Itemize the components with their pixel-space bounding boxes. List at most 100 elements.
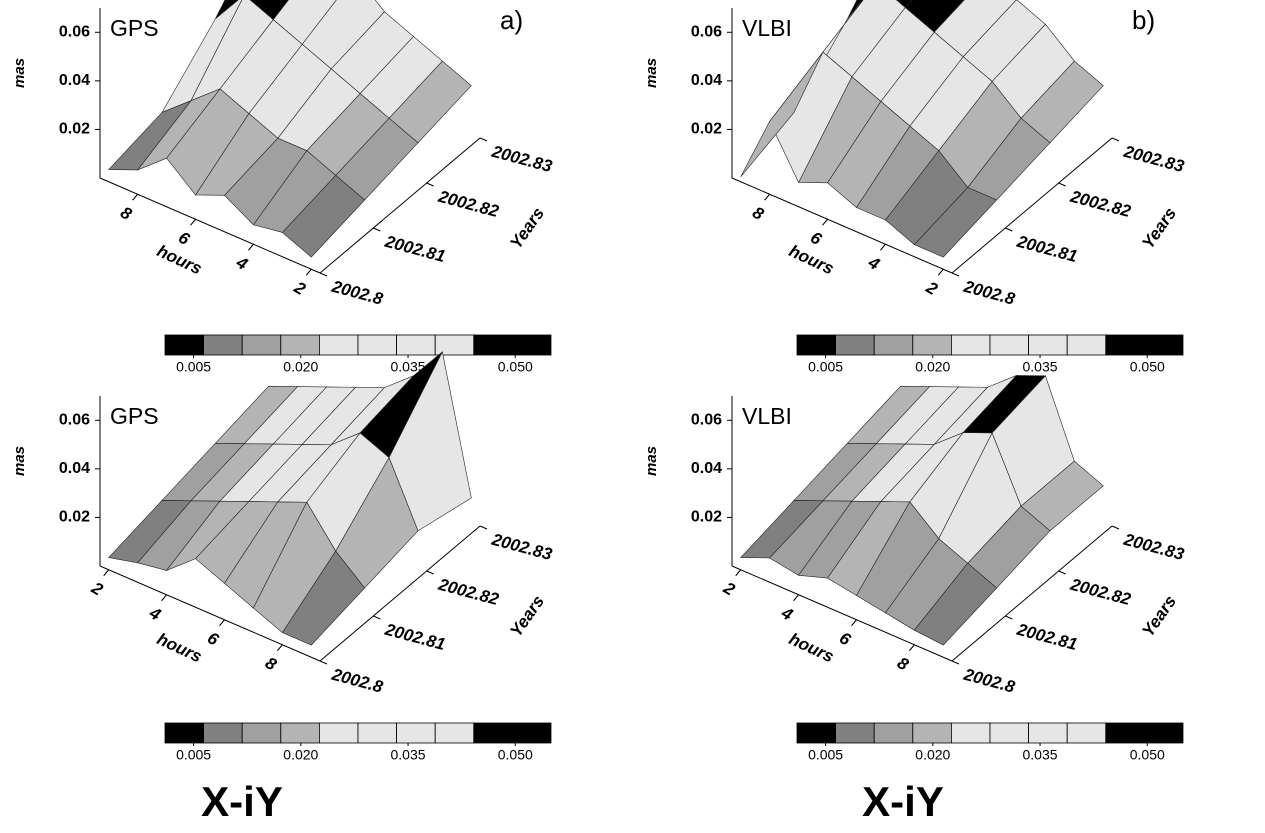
- colorbar-tick-label: 0.005: [808, 747, 843, 763]
- colorbar-segment: [836, 335, 875, 355]
- colorbar-segment: [1029, 723, 1068, 743]
- z-tick-label: 0.04: [59, 72, 90, 89]
- y-tick-label: 2002.83: [1121, 142, 1187, 177]
- y-tick-label: 2002.82: [436, 575, 502, 610]
- colorbar-segment: [204, 723, 243, 743]
- x-tick: [133, 194, 138, 200]
- y-tick: [952, 273, 959, 276]
- y-tick: [427, 571, 434, 574]
- x-tick: [938, 269, 943, 275]
- colorbar-tick-label: 0.035: [1023, 359, 1058, 375]
- y-tick: [1059, 183, 1066, 186]
- x-tick: [306, 269, 311, 275]
- y-axis-label: Years: [506, 592, 548, 640]
- y-tick: [427, 183, 434, 186]
- colorbar-segment: [990, 723, 1029, 743]
- y-tick-label: 2002.81: [382, 620, 447, 655]
- panel-label: b): [1132, 5, 1155, 35]
- x-tick-label: 8: [262, 653, 280, 674]
- y-tick-label: 2002.82: [436, 187, 502, 222]
- colorbar-segment: [165, 335, 204, 355]
- y-tick-label: 2002.83: [1121, 530, 1187, 565]
- colorbar-segment: [358, 723, 397, 743]
- colorbar-segment: [281, 723, 320, 743]
- y-tick: [480, 138, 487, 141]
- colorbar-segment: [951, 723, 990, 743]
- y-tick: [1005, 228, 1012, 231]
- x-tick-label: 2: [719, 578, 738, 600]
- z-axis-label: mas: [643, 446, 660, 476]
- colorbar-segment: [435, 723, 474, 743]
- z-tick-label: 0.06: [59, 24, 90, 41]
- x-tick-label: 8: [749, 203, 767, 224]
- panel-title: VLBI: [742, 15, 792, 41]
- colorbar-segment: [951, 335, 990, 355]
- y-tick-label: 2002.8: [329, 665, 386, 697]
- x-tick: [909, 645, 914, 651]
- panel: 0.020.040.06mas2468hours2002.82002.81200…: [11, 352, 555, 763]
- z-tick-label: 0.06: [59, 412, 90, 429]
- y-tick-label: 2002.81: [1014, 620, 1079, 655]
- y-tick: [952, 661, 959, 664]
- z-tick-label: 0.02: [691, 509, 722, 526]
- x-tick: [880, 244, 885, 250]
- z-tick-label: 0.04: [691, 460, 722, 477]
- panel: 0.020.040.06mas2468hours2002.82002.81200…: [11, 0, 555, 375]
- colorbar-segment: [397, 723, 436, 743]
- x-tick-label: 4: [777, 603, 796, 625]
- x-tick: [162, 595, 167, 601]
- y-tick-label: 2002.8: [961, 277, 1018, 309]
- x-tick-label: 6: [807, 228, 825, 249]
- y-tick: [320, 273, 327, 276]
- x-tick: [277, 645, 282, 651]
- x-tick: [851, 620, 856, 626]
- colorbar-segment: [836, 723, 875, 743]
- x-tick: [219, 620, 224, 626]
- x-tick: [248, 244, 253, 250]
- colorbar-tick-label: 0.050: [498, 747, 533, 763]
- colorbar-tick-label: 0.050: [1130, 359, 1165, 375]
- colorbar-tick-label: 0.050: [1130, 747, 1165, 763]
- x-axis-label: hours: [154, 629, 205, 666]
- footer-label: X-iY: [862, 778, 944, 825]
- z-axis-label: mas: [643, 58, 660, 88]
- y-tick-label: 2002.8: [329, 277, 386, 309]
- x-tick-label: 2: [87, 578, 106, 600]
- colorbar-tick-label: 0.020: [283, 359, 318, 375]
- z-tick-label: 0.04: [59, 460, 90, 477]
- x-tick: [736, 570, 741, 576]
- y-tick-label: 2002.8: [961, 665, 1018, 697]
- x-tick-label: 8: [894, 653, 912, 674]
- x-tick-label: 6: [836, 628, 854, 649]
- z-axis-label: mas: [11, 58, 28, 88]
- colorbar-segment: [913, 335, 952, 355]
- colorbar-tick-label: 0.005: [176, 747, 211, 763]
- panel-title: GPS: [110, 15, 159, 41]
- panel-title: VLBI: [742, 403, 792, 429]
- y-tick-label: 2002.82: [1068, 575, 1134, 610]
- y-tick: [373, 228, 380, 231]
- y-tick: [373, 616, 380, 619]
- x-tick: [191, 219, 196, 225]
- y-tick: [1059, 571, 1066, 574]
- colorbar-tick-label: 0.005: [176, 359, 211, 375]
- colorbar-segment: [435, 335, 474, 355]
- colorbar-tick-label: 0.020: [915, 747, 950, 763]
- colorbar-segment: [474, 723, 551, 743]
- colorbar-segment: [1067, 723, 1106, 743]
- colorbar-segment: [281, 335, 320, 355]
- colorbar-tick-label: 0.035: [1023, 747, 1058, 763]
- colorbar-segment: [1067, 335, 1106, 355]
- y-tick-label: 2002.83: [489, 142, 555, 177]
- colorbar-segment: [165, 723, 204, 743]
- x-tick: [823, 219, 828, 225]
- x-tick-label: 4: [145, 603, 164, 625]
- z-tick-label: 0.04: [691, 72, 722, 89]
- colorbar-segment: [242, 335, 281, 355]
- colorbar-segment: [358, 335, 397, 355]
- x-tick-label: 2: [922, 277, 941, 299]
- y-tick-label: 2002.81: [1014, 232, 1079, 267]
- panel-label: a): [500, 5, 523, 35]
- y-tick: [1112, 138, 1119, 141]
- y-axis-label: Years: [1138, 204, 1180, 252]
